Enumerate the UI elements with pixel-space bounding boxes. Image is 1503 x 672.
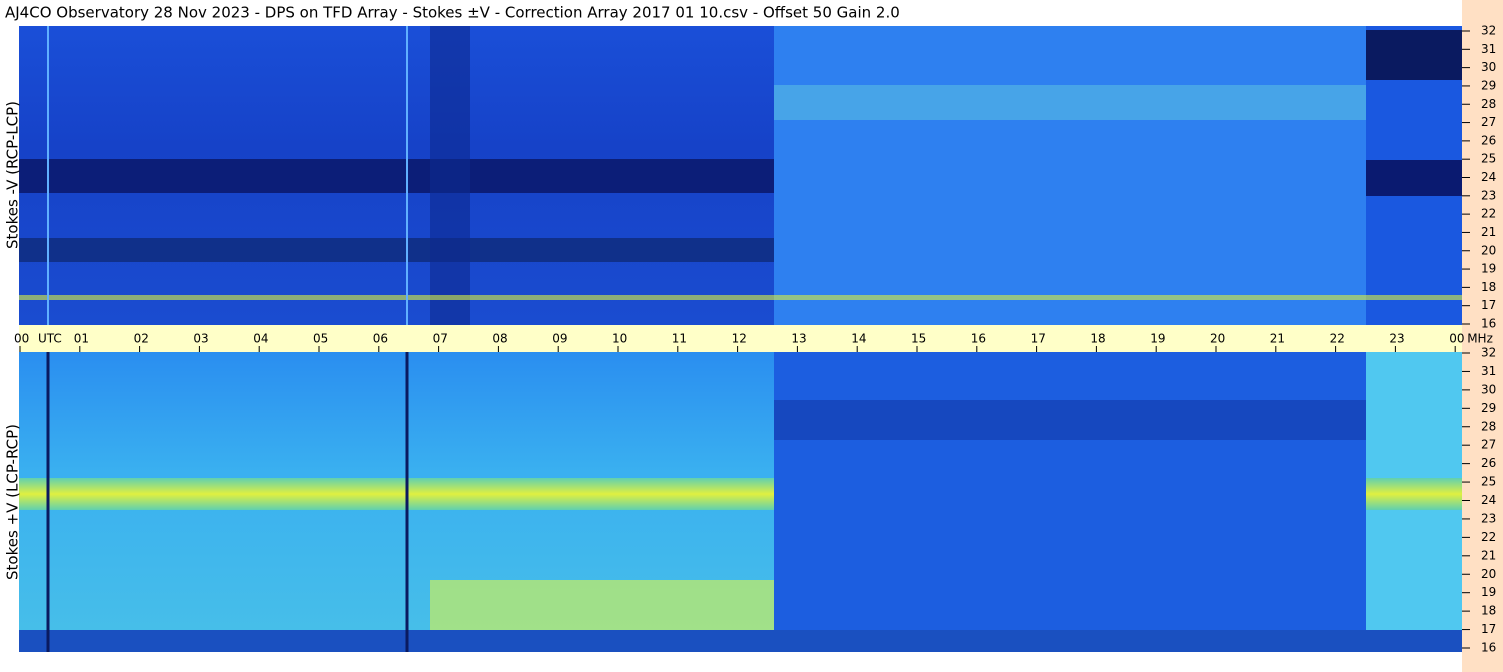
time-label: 09 bbox=[552, 332, 567, 346]
label-strip bbox=[0, 26, 19, 652]
frequency-label: 28 bbox=[1481, 419, 1496, 433]
frequency-label: 19 bbox=[1481, 262, 1496, 276]
yellow-band bbox=[19, 478, 774, 510]
time-label: 03 bbox=[193, 332, 208, 346]
frequency-label: 17 bbox=[1481, 298, 1496, 312]
frequency-label: 23 bbox=[1481, 511, 1496, 525]
frequency-label: 25 bbox=[1481, 475, 1496, 489]
frequency-label: 24 bbox=[1481, 493, 1496, 507]
frequency-label: 29 bbox=[1481, 78, 1496, 92]
frequency-label: 21 bbox=[1481, 548, 1496, 562]
frequency-label: 32 bbox=[1481, 24, 1496, 38]
panel-top-right bbox=[774, 26, 1366, 325]
time-label: 22 bbox=[1330, 332, 1345, 346]
time-label: 11 bbox=[672, 332, 687, 346]
title: AJ4CO Observatory 28 Nov 2023 - DPS on T… bbox=[5, 4, 900, 22]
frequency-label: 27 bbox=[1481, 115, 1496, 129]
frequency-label: 17 bbox=[1481, 622, 1496, 636]
frequency-label: 18 bbox=[1481, 604, 1496, 618]
frequency-label: 29 bbox=[1481, 401, 1496, 415]
time-label: 10 bbox=[612, 332, 627, 346]
time-label: 07 bbox=[433, 332, 448, 346]
frequency-label: 26 bbox=[1481, 133, 1496, 147]
frequency-label: 16 bbox=[1481, 317, 1496, 331]
frequency-label: 18 bbox=[1481, 280, 1496, 294]
frequency-label: 22 bbox=[1481, 207, 1496, 221]
frequency-label: 21 bbox=[1481, 225, 1496, 239]
panel-bottom-right bbox=[774, 352, 1366, 652]
yellow-band bbox=[1366, 478, 1462, 510]
dark-band bbox=[19, 238, 774, 262]
dark-band bbox=[19, 630, 1462, 652]
frequency-label: 20 bbox=[1481, 567, 1496, 581]
dark-block bbox=[1366, 160, 1462, 196]
frequency-label: 31 bbox=[1481, 42, 1496, 56]
dark-band bbox=[774, 400, 1366, 440]
frequency-label: 20 bbox=[1481, 243, 1496, 257]
frequency-label: 30 bbox=[1481, 382, 1496, 396]
time-label: 04 bbox=[253, 332, 268, 346]
time-label: 14 bbox=[851, 332, 866, 346]
frequency-label: 32 bbox=[1481, 346, 1496, 360]
time-label: 23 bbox=[1389, 332, 1404, 346]
frequency-label: 27 bbox=[1481, 438, 1496, 452]
frequency-strip bbox=[1462, 0, 1503, 672]
dark-block bbox=[1366, 30, 1462, 80]
yellow-patch bbox=[430, 580, 774, 630]
time-unit: UTC bbox=[38, 332, 62, 346]
time-label: 12 bbox=[732, 332, 747, 346]
frequency-label: 31 bbox=[1481, 364, 1496, 378]
time-label: 02 bbox=[134, 332, 149, 346]
panel-label: Stokes +V (LCP-RCP) bbox=[4, 424, 22, 580]
time-label: 15 bbox=[911, 332, 926, 346]
frequency-label: 24 bbox=[1481, 170, 1496, 184]
time-label: 05 bbox=[313, 332, 328, 346]
frequency-label: 19 bbox=[1481, 585, 1496, 599]
dark-band bbox=[19, 159, 774, 193]
time-label: 19 bbox=[1150, 332, 1165, 346]
panel-label: Stokes -V (RCP-LCP) bbox=[4, 101, 22, 249]
time-label: 18 bbox=[1090, 332, 1105, 346]
time-label: 20 bbox=[1210, 332, 1225, 346]
bright-line bbox=[19, 295, 1462, 300]
frequency-label: 30 bbox=[1481, 60, 1496, 74]
frequency-label: 16 bbox=[1481, 641, 1496, 655]
time-label: 21 bbox=[1270, 332, 1285, 346]
frequency-label: 28 bbox=[1481, 97, 1496, 111]
time-label: 16 bbox=[971, 332, 986, 346]
frequency-label: 25 bbox=[1481, 152, 1496, 166]
frequency-label: 26 bbox=[1481, 456, 1496, 470]
frequency-label: 23 bbox=[1481, 188, 1496, 202]
time-label: 08 bbox=[492, 332, 507, 346]
time-label: 01 bbox=[74, 332, 89, 346]
time-label: 06 bbox=[373, 332, 388, 346]
time-label: 00 bbox=[14, 332, 29, 346]
dark-stripe bbox=[430, 26, 470, 325]
time-label: 00 bbox=[1449, 332, 1464, 346]
time-band bbox=[0, 325, 1462, 352]
time-label: 17 bbox=[1031, 332, 1046, 346]
time-unit: MHz bbox=[1467, 332, 1493, 346]
bottom-margin bbox=[0, 652, 1462, 672]
frequency-label: 22 bbox=[1481, 530, 1496, 544]
time-label: 13 bbox=[791, 332, 806, 346]
bright-band bbox=[774, 85, 1366, 120]
